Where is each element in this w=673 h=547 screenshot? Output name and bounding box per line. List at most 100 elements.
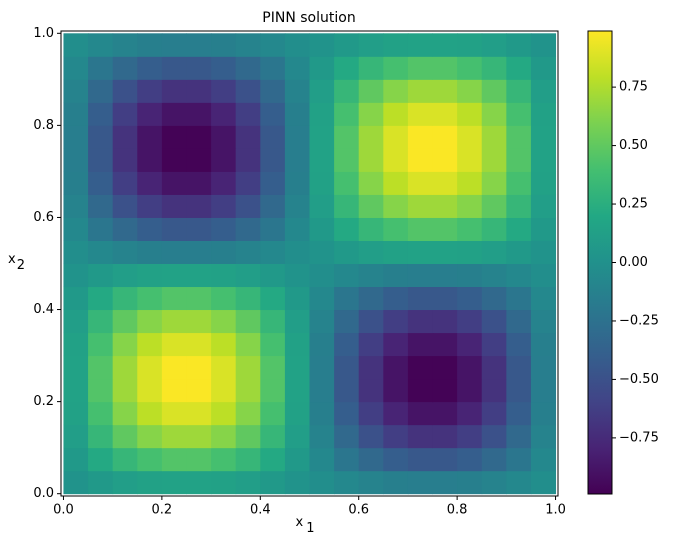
heatmap-cell [260,56,286,80]
heatmap-cell [63,217,89,241]
x-tick-label: 1.0 [545,503,566,518]
heatmap-cell [260,286,286,311]
heatmap-cell [481,470,507,495]
heatmap-cell [235,424,261,449]
heatmap-cell [481,33,507,57]
heatmap-cell [211,355,237,380]
heatmap-cell [211,56,237,80]
heatmap-cell [186,194,212,218]
heatmap-cell [186,447,212,472]
heatmap-cell [309,424,335,449]
heatmap-cell [432,424,458,449]
heatmap-cell [358,332,384,357]
heatmap-cell [481,286,507,311]
heatmap-cell [284,33,310,57]
heatmap-cell [161,171,187,195]
y-tick-label: 0.4 [33,302,54,317]
heatmap-cell [211,125,237,149]
heatmap-cell [358,263,384,288]
heatmap-cell [309,355,335,380]
heatmap-cell [358,447,384,472]
heatmap-cell [211,79,237,103]
heatmap-cell [530,263,557,288]
heatmap-cell [137,470,163,495]
y-label-sub: 2 [17,258,25,273]
heatmap-cell [112,355,138,380]
y-axis-label: x2 [8,252,25,273]
heatmap-cell [235,194,261,218]
heatmap-cell [211,286,237,311]
heatmap-cell [407,470,434,495]
heatmap-cell [211,217,237,241]
heatmap-cell [481,240,507,264]
heatmap-cell [112,401,138,426]
heatmap-cell [284,125,310,149]
heatmap-cell [530,470,557,495]
heatmap-cell [235,355,261,380]
heatmap-cell [506,286,532,311]
heatmap-cell [457,194,483,218]
heatmap-cell [506,447,532,472]
heatmap-cell [530,56,557,80]
heatmap-cell [284,194,310,218]
heatmap-cell [432,56,458,80]
heatmap-cell [432,470,458,495]
heatmap-cell [358,401,384,426]
heatmap-cell [309,125,335,149]
heatmap-cell [407,378,434,403]
heatmap-cell [186,148,212,172]
heatmap-cell [358,33,384,57]
heatmap-cell [235,125,261,149]
heatmap-cell [334,79,360,103]
heatmap-cell [284,424,310,449]
heatmap-cell [530,33,557,57]
heatmap-cell [112,125,138,149]
heatmap-cell [432,332,458,357]
heatmap-cell [481,171,507,195]
heatmap-cell [63,194,89,218]
heatmap-cell [309,447,335,472]
heatmap-cell [161,148,187,172]
heatmap-cell [161,309,187,334]
heatmap-cell [63,263,89,288]
heatmap-cell [358,171,384,195]
heatmap-cell [358,56,384,80]
heatmap-cell [334,332,360,357]
heatmap-cell [334,148,360,172]
heatmap-cell [88,33,114,57]
heatmap-cell [112,56,138,80]
heatmap-cell [334,424,360,449]
heatmap-cell [432,194,458,218]
heatmap-cell [284,102,310,126]
heatmap-cell [481,447,507,472]
x-tick-label: 0.4 [250,503,271,518]
heatmap-cell [235,309,261,334]
heatmap-cell [260,355,286,380]
heatmap-cell [112,102,138,126]
heatmap-cell [432,33,458,57]
heatmap-cell [284,309,310,334]
heatmap-cell [137,378,163,403]
heatmap-cell [260,79,286,103]
heatmap-cell [161,125,187,149]
heatmap-cell [112,33,138,57]
heatmap-cell [137,447,163,472]
heatmap-cell [457,240,483,264]
heatmap-cell [506,401,532,426]
heatmap-cell [260,125,286,149]
colorbar-tick-label: 0.00 [619,255,648,270]
heatmap-cell [309,470,335,495]
heatmap-cell [407,309,434,334]
heatmap-cell [309,263,335,288]
heatmap-cell [211,102,237,126]
heatmap-cell [481,263,507,288]
heatmap-cell [186,125,212,149]
heatmap-cell [506,309,532,334]
heatmap-cell [530,401,557,426]
heatmap-cell [432,401,458,426]
heatmap-cell [137,424,163,449]
colorbar [587,30,613,495]
heatmap-cell [530,171,557,195]
heatmap-cell [161,378,187,403]
